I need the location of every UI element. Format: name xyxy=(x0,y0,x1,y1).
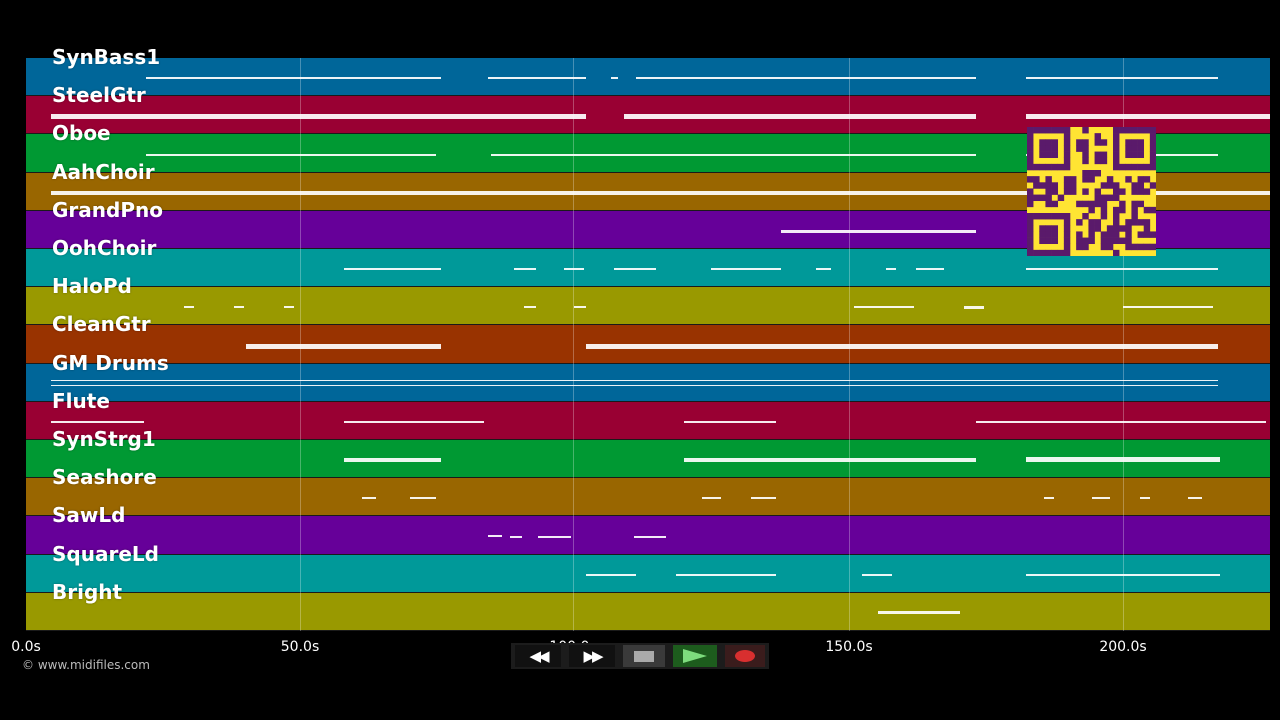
track-label: Seashore xyxy=(52,465,157,490)
note-bar xyxy=(702,497,721,500)
note-bar xyxy=(624,114,976,120)
note-bar xyxy=(636,77,976,80)
note-bar xyxy=(510,535,522,538)
note-bar xyxy=(362,497,376,500)
note-bar xyxy=(886,268,896,271)
note-bar xyxy=(51,379,1218,381)
note-bar xyxy=(634,535,666,538)
note-bar xyxy=(564,268,584,271)
note-bar xyxy=(878,610,960,614)
note-bar xyxy=(51,384,1218,386)
note-bar xyxy=(146,77,441,80)
note-bar xyxy=(1123,306,1213,309)
note-bar xyxy=(964,306,984,310)
track-label: Bright xyxy=(52,579,123,604)
track-lane xyxy=(26,363,1270,402)
time-tick-150: 150.0s xyxy=(825,639,873,655)
note-bar xyxy=(491,153,976,156)
track-lane xyxy=(26,478,1270,517)
rewind-button[interactable]: ◀◀ xyxy=(515,645,561,667)
track-lane xyxy=(26,516,1270,555)
note-bar xyxy=(854,306,914,309)
note-bar xyxy=(488,77,586,80)
track-label: GrandPno xyxy=(52,197,163,222)
note-bar xyxy=(51,190,1270,195)
track-label: Oboe xyxy=(52,121,111,146)
track-lane xyxy=(26,287,1270,326)
note-bar xyxy=(1026,114,1270,120)
note-bar xyxy=(146,153,436,156)
track-label: SquareLd xyxy=(52,541,159,566)
track-label: SynBass1 xyxy=(52,45,161,69)
note-bar xyxy=(976,420,1266,423)
play-button[interactable] xyxy=(673,645,717,667)
note-bar xyxy=(284,306,294,309)
note-bar xyxy=(614,268,656,271)
note-bar xyxy=(1026,573,1220,576)
note-bar xyxy=(246,343,441,349)
note-bar xyxy=(524,306,536,309)
qr-code-icon xyxy=(1027,127,1157,257)
track-label: AahChoir xyxy=(52,159,155,184)
note-bar xyxy=(184,306,194,309)
time-tick-0: 0.0s xyxy=(11,639,41,655)
track-label: HaloPd xyxy=(52,274,132,299)
note-bar xyxy=(1044,497,1054,500)
copyright-notice: © www.midifiles.com xyxy=(22,658,150,672)
fast-forward-button[interactable]: ▶▶ xyxy=(569,645,615,667)
note-bar xyxy=(862,573,892,576)
track-label: Flute xyxy=(52,388,110,413)
time-tick-50: 50.0s xyxy=(280,639,320,655)
track-label: CleanGtr xyxy=(52,312,151,337)
track-label: SawLd xyxy=(52,503,126,528)
grid-line xyxy=(573,58,574,631)
note-bar xyxy=(586,573,636,576)
note-bar xyxy=(684,458,976,463)
note-bar xyxy=(344,420,484,423)
note-bar xyxy=(1188,497,1202,500)
play-icon xyxy=(683,649,707,663)
note-bar xyxy=(234,306,244,309)
note-bar xyxy=(488,534,502,537)
transport-controls: ◀◀ ▶▶ xyxy=(511,643,769,669)
record-button[interactable] xyxy=(725,645,765,667)
note-bar xyxy=(410,497,436,500)
note-bar xyxy=(574,306,586,309)
note-bar xyxy=(1026,268,1218,271)
stop-button[interactable] xyxy=(623,645,665,667)
note-bar xyxy=(1140,497,1150,500)
track-lane xyxy=(26,592,1270,631)
track-label: OohChoir xyxy=(52,236,157,260)
note-bar xyxy=(711,268,781,271)
note-bar xyxy=(1092,497,1110,500)
note-bar xyxy=(538,535,571,538)
rewind-icon: ◀◀ xyxy=(529,647,549,665)
fast-forward-icon: ▶▶ xyxy=(583,647,603,665)
note-bar xyxy=(51,420,144,423)
note-bar xyxy=(344,458,441,463)
note-bar xyxy=(916,268,944,271)
note-bar xyxy=(751,497,776,500)
note-bar xyxy=(684,420,776,423)
note-bar xyxy=(586,343,1218,349)
track-label: SynStrg1 xyxy=(52,427,156,451)
note-bar xyxy=(1026,457,1220,463)
track-label: GM Drums xyxy=(52,350,169,375)
note-bar xyxy=(781,229,976,233)
record-icon xyxy=(735,650,755,662)
note-bar xyxy=(51,114,586,120)
time-tick-200: 200.0s xyxy=(1099,639,1147,655)
note-bar xyxy=(611,77,618,80)
track-label: SteelGtr xyxy=(52,83,146,108)
note-bar xyxy=(344,268,441,271)
note-bar xyxy=(676,573,776,576)
stop-icon xyxy=(634,650,654,662)
note-bar xyxy=(816,268,831,271)
note-bar xyxy=(1026,77,1218,80)
note-bar xyxy=(514,268,536,271)
